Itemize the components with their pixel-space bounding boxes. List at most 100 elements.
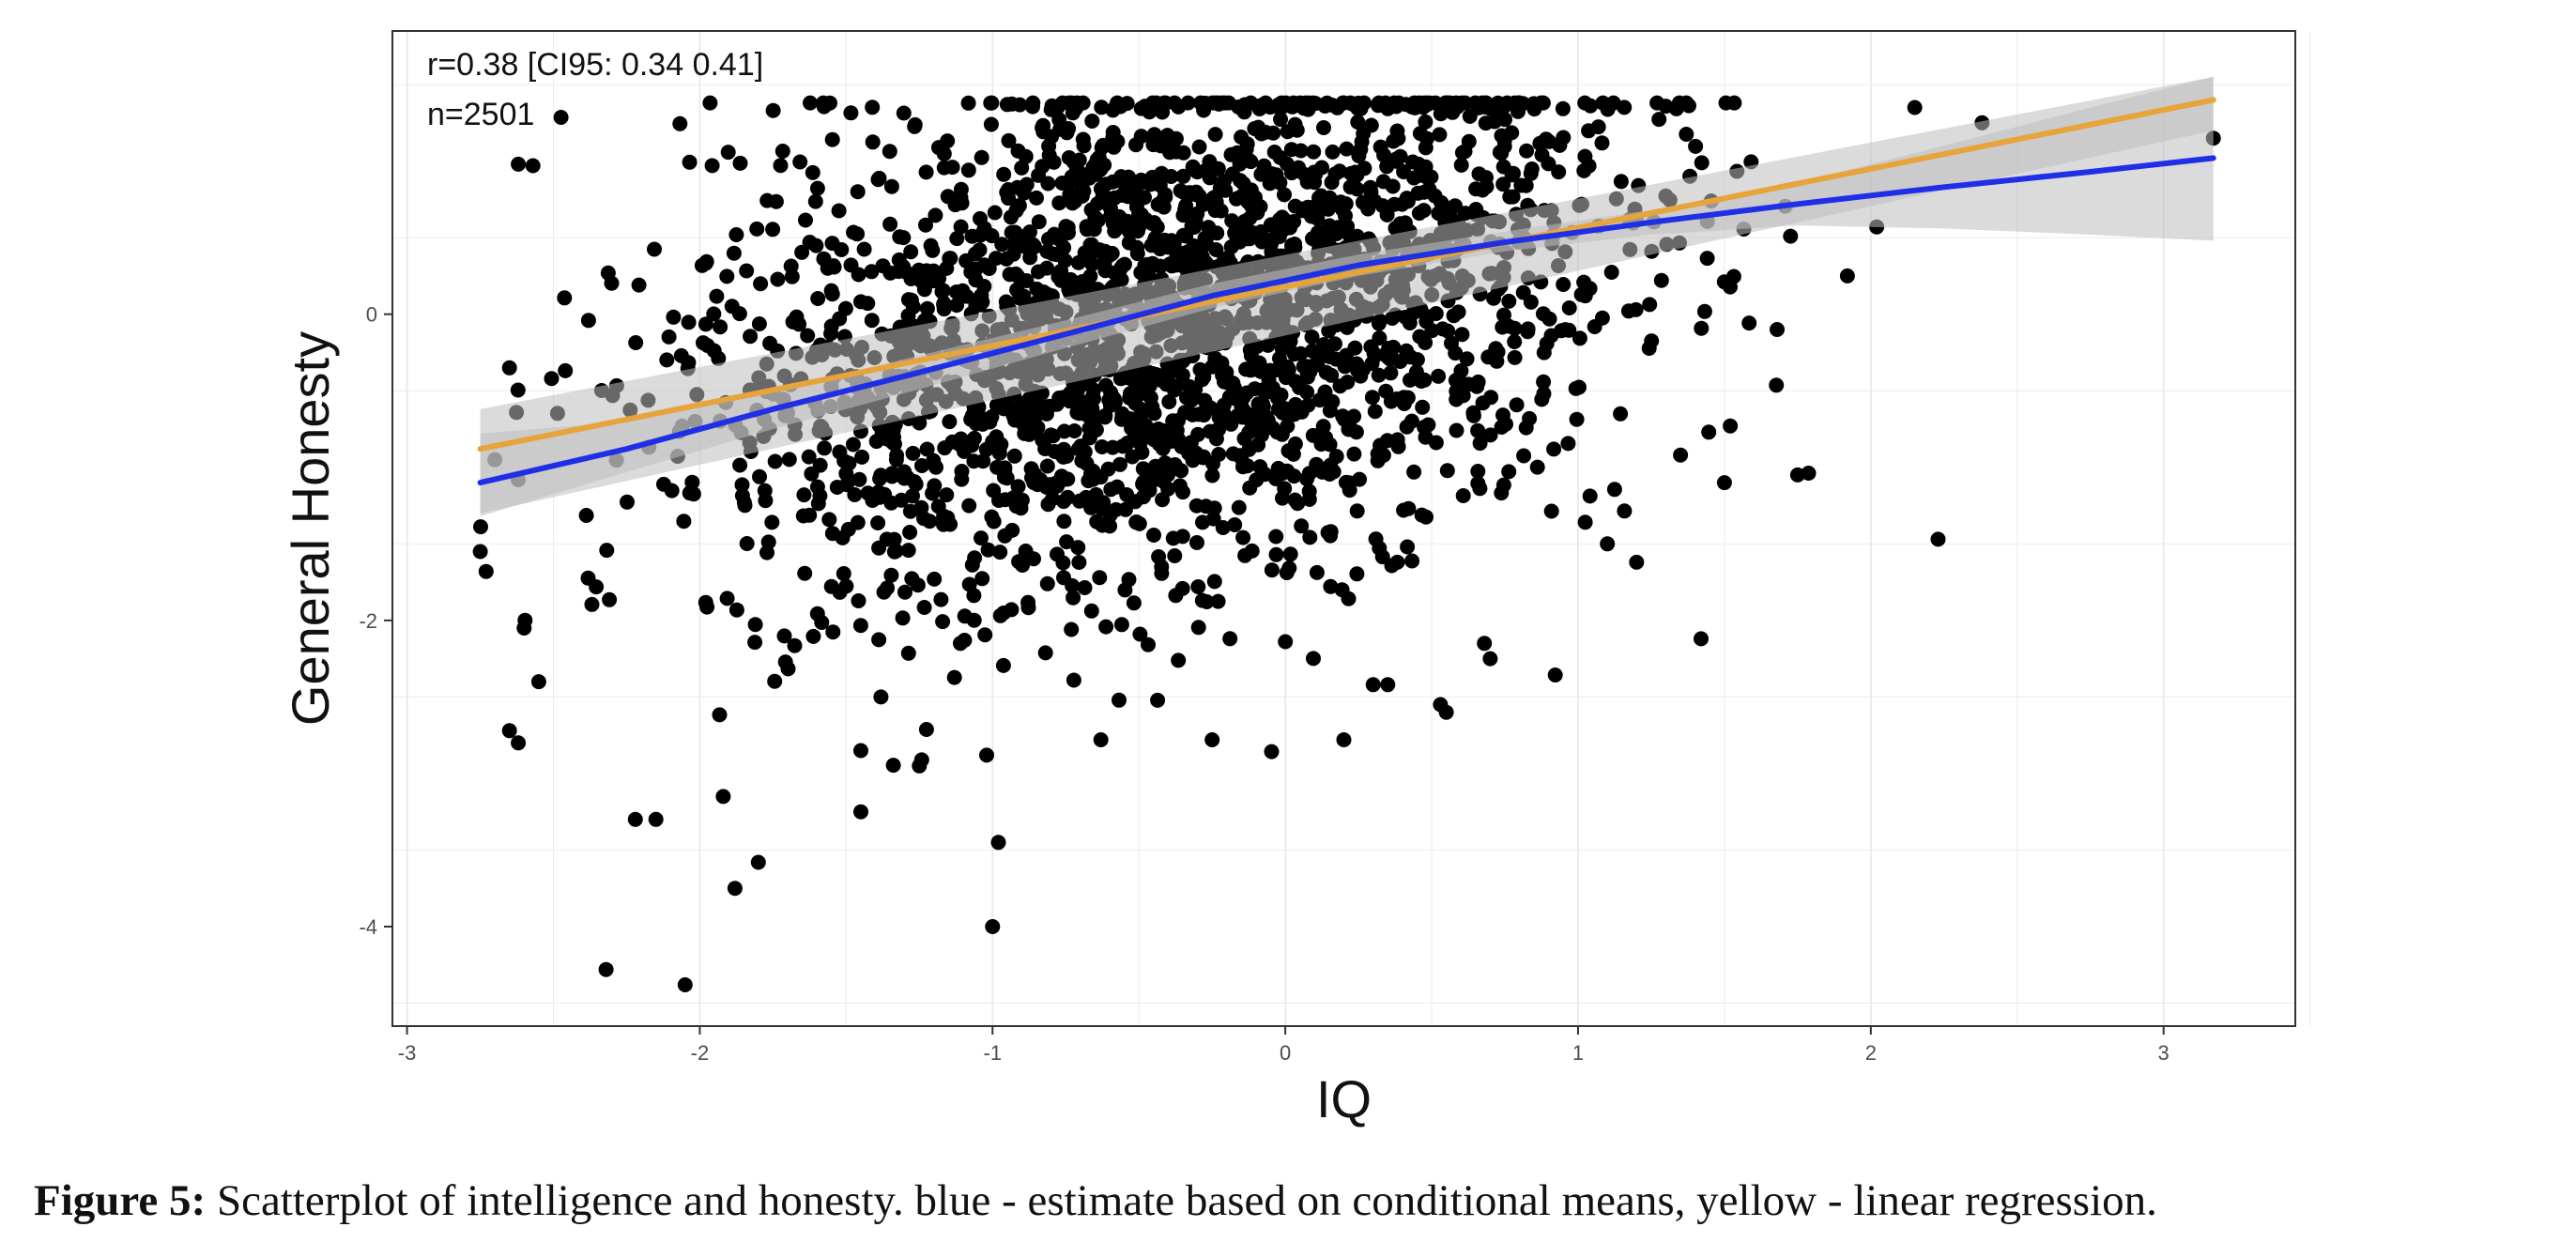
data-point [752, 468, 767, 484]
data-point [1516, 448, 1532, 464]
data-point [699, 599, 715, 615]
data-point [1617, 503, 1633, 519]
data-point [1264, 562, 1280, 578]
data-point [1338, 196, 1354, 212]
data-point [1513, 177, 1529, 193]
data-point [1504, 167, 1520, 183]
data-point [983, 116, 999, 132]
data-point [1404, 553, 1420, 569]
data-point [1056, 423, 1072, 439]
data-point [982, 414, 998, 430]
data-point [1278, 634, 1294, 650]
data-point [1232, 234, 1248, 250]
data-point [1401, 500, 1417, 516]
data-point [774, 144, 790, 159]
data-point [1769, 377, 1785, 393]
data-point [944, 160, 960, 176]
figure-label: Figure 5: [34, 1176, 207, 1225]
data-point [1613, 406, 1629, 422]
data-point [964, 437, 980, 453]
data-point [1541, 311, 1557, 327]
data-point [1042, 477, 1058, 493]
data-point [1287, 436, 1303, 452]
data-point [946, 669, 962, 685]
data-point [823, 578, 839, 594]
data-point [1418, 335, 1434, 350]
data-point [1334, 582, 1350, 598]
data-point [510, 382, 526, 398]
data-point [1496, 307, 1511, 323]
data-point [1477, 636, 1493, 652]
data-point [994, 237, 1010, 253]
data-point [953, 190, 969, 206]
data-point [706, 306, 722, 322]
data-point [580, 313, 596, 329]
data-point [1232, 156, 1248, 172]
data-point [1256, 158, 1272, 174]
data-point [991, 493, 1006, 508]
data-point [1328, 449, 1344, 465]
data-point [1415, 95, 1431, 111]
data-point [1229, 191, 1244, 207]
data-point [1178, 228, 1194, 244]
data-point [853, 743, 868, 759]
data-point [801, 449, 817, 465]
data-point [1595, 95, 1611, 111]
data-point [949, 231, 965, 247]
data-point [918, 722, 934, 737]
data-point [1522, 410, 1538, 426]
data-point [1258, 408, 1274, 424]
data-point [1400, 539, 1416, 555]
data-point [809, 479, 825, 495]
data-point [843, 105, 859, 121]
data-point [1694, 631, 1709, 647]
data-point [620, 494, 635, 510]
data-point [1123, 386, 1138, 402]
data-point [1143, 463, 1159, 479]
data-point [980, 542, 996, 558]
data-point [1399, 419, 1415, 435]
data-point [1286, 468, 1302, 484]
data-point [1304, 330, 1320, 345]
data-point [661, 329, 677, 345]
data-point [648, 811, 664, 827]
data-point [1110, 133, 1126, 149]
data-point [1283, 142, 1299, 158]
data-point [1696, 303, 1712, 319]
data-point [940, 189, 956, 205]
data-point [627, 811, 643, 827]
data-point [1510, 95, 1526, 111]
data-point [1364, 390, 1380, 406]
data-point [1227, 517, 1243, 532]
data-point [1440, 323, 1456, 339]
data-point [682, 154, 698, 170]
data-point [1469, 378, 1485, 394]
data-point [1470, 464, 1486, 479]
data-point [792, 154, 808, 170]
data-point [1519, 143, 1535, 159]
data-point [1190, 426, 1206, 442]
data-point [1154, 165, 1170, 181]
data-point [1231, 499, 1247, 515]
data-point [1060, 220, 1076, 236]
data-point [948, 284, 964, 299]
data-point [1390, 130, 1406, 146]
data-point [957, 633, 973, 648]
data-point [1641, 341, 1657, 356]
data-point [1322, 190, 1338, 206]
data-point [930, 140, 946, 156]
data-point [1402, 315, 1418, 330]
figure-caption: Figure 5: Scatterplot of intelligence an… [34, 1175, 2568, 1226]
data-point [1323, 524, 1339, 540]
data-point [937, 440, 953, 456]
data-point [1015, 558, 1031, 573]
data-point [1114, 406, 1130, 422]
data-point [1156, 199, 1172, 215]
data-point [1560, 436, 1576, 452]
data-point [1113, 169, 1129, 185]
data-point [1268, 529, 1284, 545]
data-point [1280, 124, 1296, 140]
data-point [1059, 534, 1075, 550]
data-point [1801, 466, 1817, 481]
data-point [1056, 514, 1072, 529]
